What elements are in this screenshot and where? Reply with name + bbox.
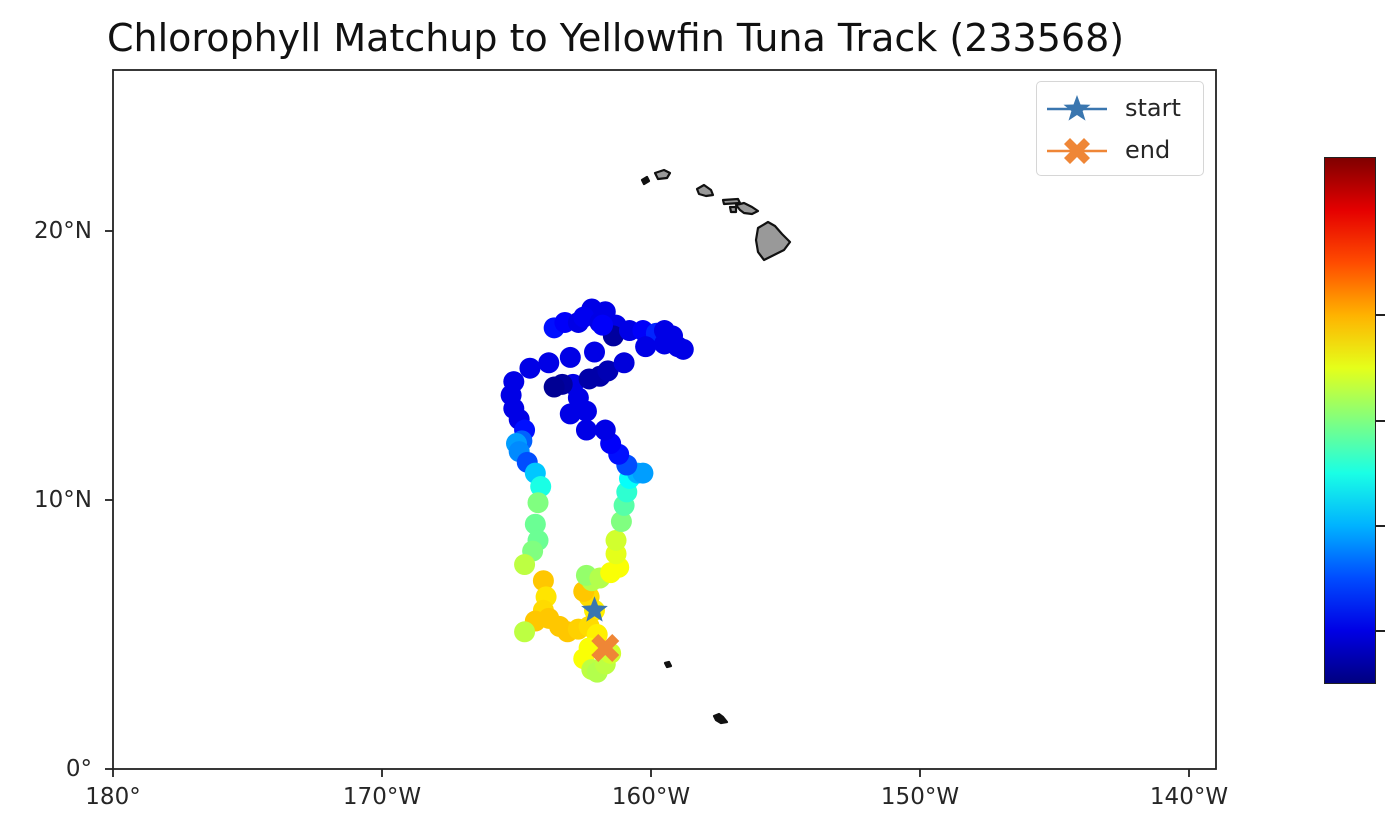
axes-frame [112, 69, 1217, 770]
colorbar [1324, 157, 1376, 684]
track-point [532, 570, 554, 592]
colorbar-tick [1376, 419, 1385, 422]
track-point [559, 403, 581, 425]
track-points [500, 298, 694, 683]
colorbar-tick [1376, 630, 1385, 633]
track-point [530, 476, 552, 498]
y-tick-label: 20°N [34, 218, 92, 244]
track-point [573, 306, 595, 328]
track-point [597, 360, 619, 382]
land-kauai [653, 168, 672, 181]
land-hawaii-big-island [754, 220, 792, 262]
star-icon [1047, 95, 1107, 121]
x-marker-icon [1047, 138, 1107, 164]
track-point [592, 314, 614, 336]
land-niihau [640, 175, 651, 186]
land-islet-2 [712, 712, 729, 725]
track-point [559, 346, 581, 368]
track-point [610, 511, 632, 533]
start-end-markers [581, 596, 620, 662]
x-tick-label: 150°W [880, 784, 960, 810]
track-point [632, 462, 654, 484]
track-point [605, 529, 627, 551]
land-features [640, 168, 792, 725]
track-point [543, 376, 565, 398]
x-tick-label: 160°W [611, 784, 691, 810]
track-point [672, 338, 694, 360]
track-point [584, 341, 606, 363]
track-point [538, 352, 560, 374]
start-marker-star-icon [581, 596, 608, 622]
legend-entry-end: end [1037, 130, 1203, 170]
land-islet-1 [663, 660, 673, 669]
track-point [653, 333, 675, 355]
y-tick-label: 10°N [34, 487, 92, 513]
x-tick-label: 180° [85, 784, 141, 810]
land-molokai [721, 197, 742, 206]
track-point [527, 492, 549, 514]
colorbar-tick [1376, 314, 1385, 317]
track-point [524, 513, 546, 535]
land-maui [734, 201, 760, 216]
track-point [514, 554, 536, 576]
track-point [514, 621, 536, 643]
land-lanai [728, 205, 738, 214]
x-tick-label: 170°W [342, 784, 422, 810]
track-point [575, 419, 597, 441]
legend-entry-start: start [1037, 88, 1203, 128]
colorbar-tick [1376, 524, 1385, 527]
x-tick-label: 140°W [1149, 784, 1229, 810]
track-point [613, 352, 635, 374]
land-oahu [695, 183, 715, 198]
track-point [635, 336, 657, 358]
axis-ticks [105, 230, 1190, 777]
y-tick-label: 0° [65, 756, 92, 782]
track-point [519, 357, 541, 379]
end-marker-x-icon [591, 633, 620, 662]
track-point [594, 419, 616, 441]
legend-label-start: start [1125, 94, 1181, 122]
chart-title-text: Chlorophyll Matchup to Yellowfin Tuna Tr… [107, 16, 1125, 60]
legend-label-end: end [1125, 136, 1171, 164]
legend: start end [1036, 81, 1204, 176]
